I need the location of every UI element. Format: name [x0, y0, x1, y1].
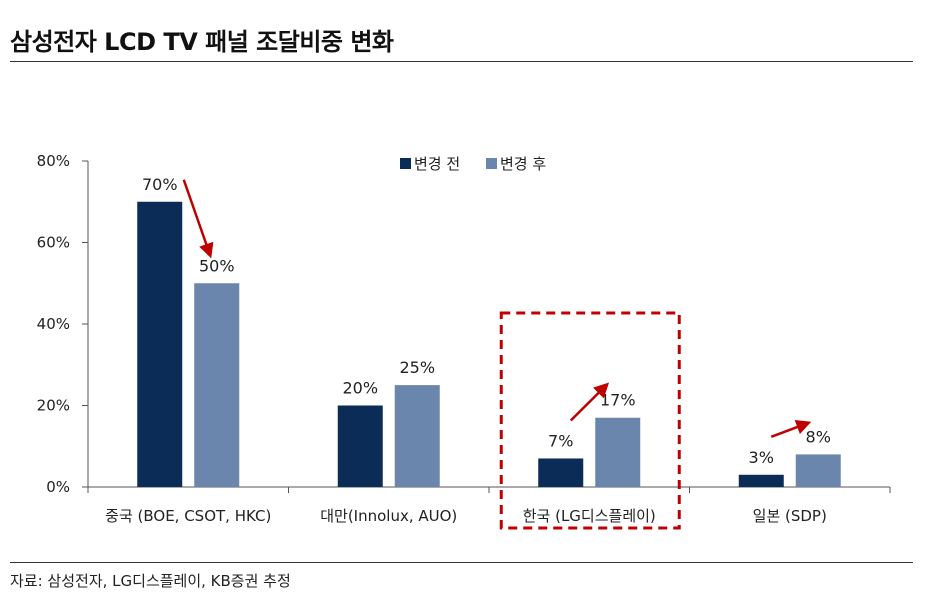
data-label: 17% — [600, 391, 636, 410]
data-label: 8% — [806, 427, 831, 446]
y-tick-label: 40% — [37, 315, 70, 333]
bar-after — [795, 454, 841, 487]
highlight-box — [499, 311, 681, 530]
bar-after — [595, 417, 641, 487]
chart-legend: 변경 전 변경 후 — [400, 155, 546, 173]
legend-swatch — [400, 158, 411, 169]
bar-after — [394, 385, 440, 487]
bar-before — [538, 458, 584, 487]
change-arrow — [569, 382, 610, 422]
y-tick-label: 80% — [37, 152, 70, 170]
bar-before — [337, 405, 383, 487]
change-arrow — [770, 420, 812, 438]
bar-after — [194, 283, 240, 487]
data-label: 7% — [548, 431, 573, 450]
title-divider — [10, 61, 913, 62]
footer-divider — [10, 562, 913, 563]
change-arrow — [182, 179, 214, 259]
page-title: 삼성전자 LCD TV 패널 조달비중 변화 — [10, 28, 394, 56]
source-note: 자료: 삼성전자, LG디스플레이, KB증권 추정 — [10, 572, 291, 590]
x-tick-label: 한국 (LG디스플레이) — [523, 507, 656, 525]
legend-label: 변경 후 — [500, 155, 546, 173]
legend-swatch — [486, 158, 497, 169]
y-tick-label: 0% — [46, 478, 70, 496]
x-tick-label: 중국 (BOE, CSOT, HKC) — [105, 507, 271, 525]
data-label: 20% — [342, 379, 378, 398]
data-label: 70% — [142, 175, 178, 194]
x-tick-label: 대만(Innolux, AUO) — [320, 507, 457, 525]
y-tick-label: 20% — [37, 397, 70, 415]
data-label: 25% — [399, 358, 435, 377]
legend-label: 변경 전 — [414, 155, 460, 173]
bar-before — [137, 201, 183, 487]
data-label: 50% — [199, 256, 235, 275]
x-tick-label: 일본 (SDP) — [753, 507, 827, 525]
bar-before — [738, 474, 784, 487]
data-label: 3% — [749, 448, 774, 467]
y-tick-label: 60% — [37, 234, 70, 252]
